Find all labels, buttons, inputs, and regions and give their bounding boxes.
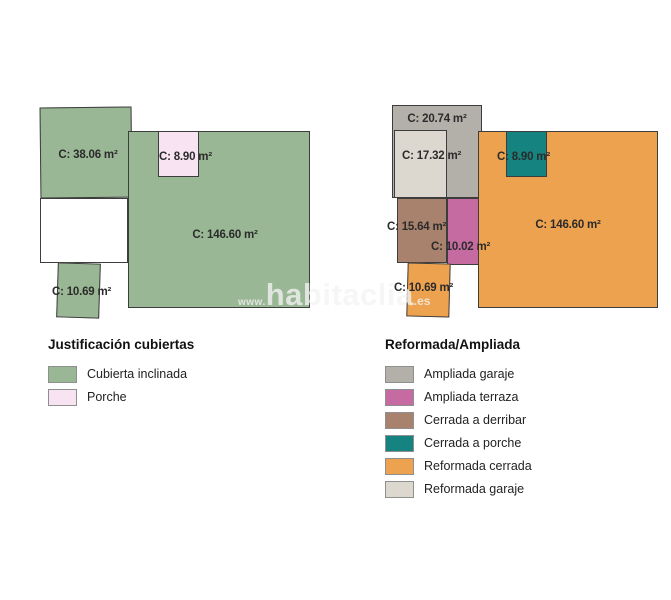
swatch-reformada-garaje: [385, 480, 414, 498]
swatch-cerrada-a-derribar: [385, 411, 414, 429]
area-label-right-demolish-15: C: 15.64 m²: [387, 221, 447, 233]
swatch-cubierta-inclinada: [48, 365, 77, 383]
area-label-right-reform-10: C: 10.69 m²: [394, 282, 454, 294]
area-label-right-main-146: C: 146.60 m²: [535, 219, 601, 231]
area-label-left-roof-38: C: 38.06 m²: [58, 149, 118, 161]
legend-row-porche: Porche: [48, 388, 194, 406]
right-legend: Reformada/Ampliada Ampliada garaje Ampli…: [385, 337, 532, 503]
legend-label: Cerrada a porche: [424, 436, 522, 450]
area-label-left-roof-10: C: 10.69 m²: [52, 286, 112, 298]
legend-label: Reformada garaje: [424, 482, 525, 496]
legend-row-ampliada-terraza: Ampliada terraza: [385, 388, 532, 406]
left-main-roof-shape: [128, 131, 310, 308]
legend-label: Cerrada a derribar: [424, 413, 527, 427]
area-label-right-terrace-10: C: 10.02 m²: [431, 241, 491, 253]
legend-row-reformada-garaje: Reformada garaje: [385, 480, 532, 498]
area-label-left-porch-8: C: 8.90 m²: [159, 151, 212, 163]
right-terrace-shape: [447, 198, 480, 265]
legend-label: Ampliada terraza: [424, 390, 519, 404]
legend-row-cerrada-a-porche: Cerrada a porche: [385, 434, 532, 452]
left-open-gap-shape: [40, 198, 128, 263]
area-label-left-roof-146: C: 146.60 m²: [192, 229, 258, 241]
right-demolish-shape: [397, 198, 447, 263]
swatch-porche: [48, 388, 77, 406]
swatch-ampliada-terraza: [385, 388, 414, 406]
area-label-right-porch-8: C: 8.90 m²: [497, 151, 550, 163]
legend-label: Porche: [87, 390, 127, 404]
left-legend-title: Justificación cubiertas: [48, 337, 195, 352]
swatch-reformada-cerrada: [385, 457, 414, 475]
legend-row-reformada-cerrada: Reformada cerrada: [385, 457, 532, 475]
swatch-ampliada-garaje: [385, 365, 414, 383]
left-legend: Justificación cubiertas Cubierta inclina…: [48, 337, 194, 411]
right-garage-reformed-shape: [394, 130, 447, 198]
area-label-right-garage-ref-17: C: 17.32 m²: [402, 150, 462, 162]
right-porch-closed-shape: [506, 131, 547, 177]
legend-row-cerrada-a-derribar: Cerrada a derribar: [385, 411, 532, 429]
legend-label: Cubierta inclinada: [87, 367, 188, 381]
legend-row-cubierta-inclinada: Cubierta inclinada: [48, 365, 194, 383]
legend-label: Ampliada garaje: [424, 367, 515, 381]
area-label-right-garage-ext-20: C: 20.74 m²: [407, 113, 467, 125]
legend-label: Reformada cerrada: [424, 459, 532, 473]
swatch-cerrada-a-porche: [385, 434, 414, 452]
right-legend-title: Reformada/Ampliada: [385, 337, 521, 352]
left-porch-shape: [158, 131, 199, 177]
legend-row-ampliada-garaje: Ampliada garaje: [385, 365, 532, 383]
